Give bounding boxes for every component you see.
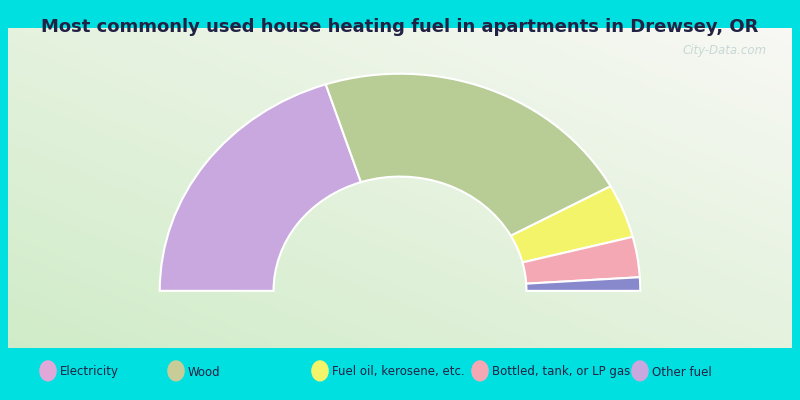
Text: Fuel oil, kerosene, etc.: Fuel oil, kerosene, etc. [332, 366, 465, 378]
Wedge shape [160, 84, 361, 291]
Ellipse shape [311, 360, 329, 382]
Text: Wood: Wood [188, 366, 221, 378]
Wedge shape [326, 74, 610, 236]
Wedge shape [522, 237, 640, 284]
Ellipse shape [167, 360, 185, 382]
Ellipse shape [631, 360, 649, 382]
Ellipse shape [471, 360, 489, 382]
Wedge shape [526, 277, 640, 291]
Ellipse shape [39, 360, 57, 382]
Text: Bottled, tank, or LP gas: Bottled, tank, or LP gas [492, 366, 630, 378]
Text: Electricity: Electricity [60, 366, 119, 378]
Text: Most commonly used house heating fuel in apartments in Drewsey, OR: Most commonly used house heating fuel in… [42, 18, 758, 36]
Wedge shape [511, 186, 633, 262]
Text: City-Data.com: City-Data.com [682, 44, 766, 57]
Text: Other fuel: Other fuel [652, 366, 712, 378]
